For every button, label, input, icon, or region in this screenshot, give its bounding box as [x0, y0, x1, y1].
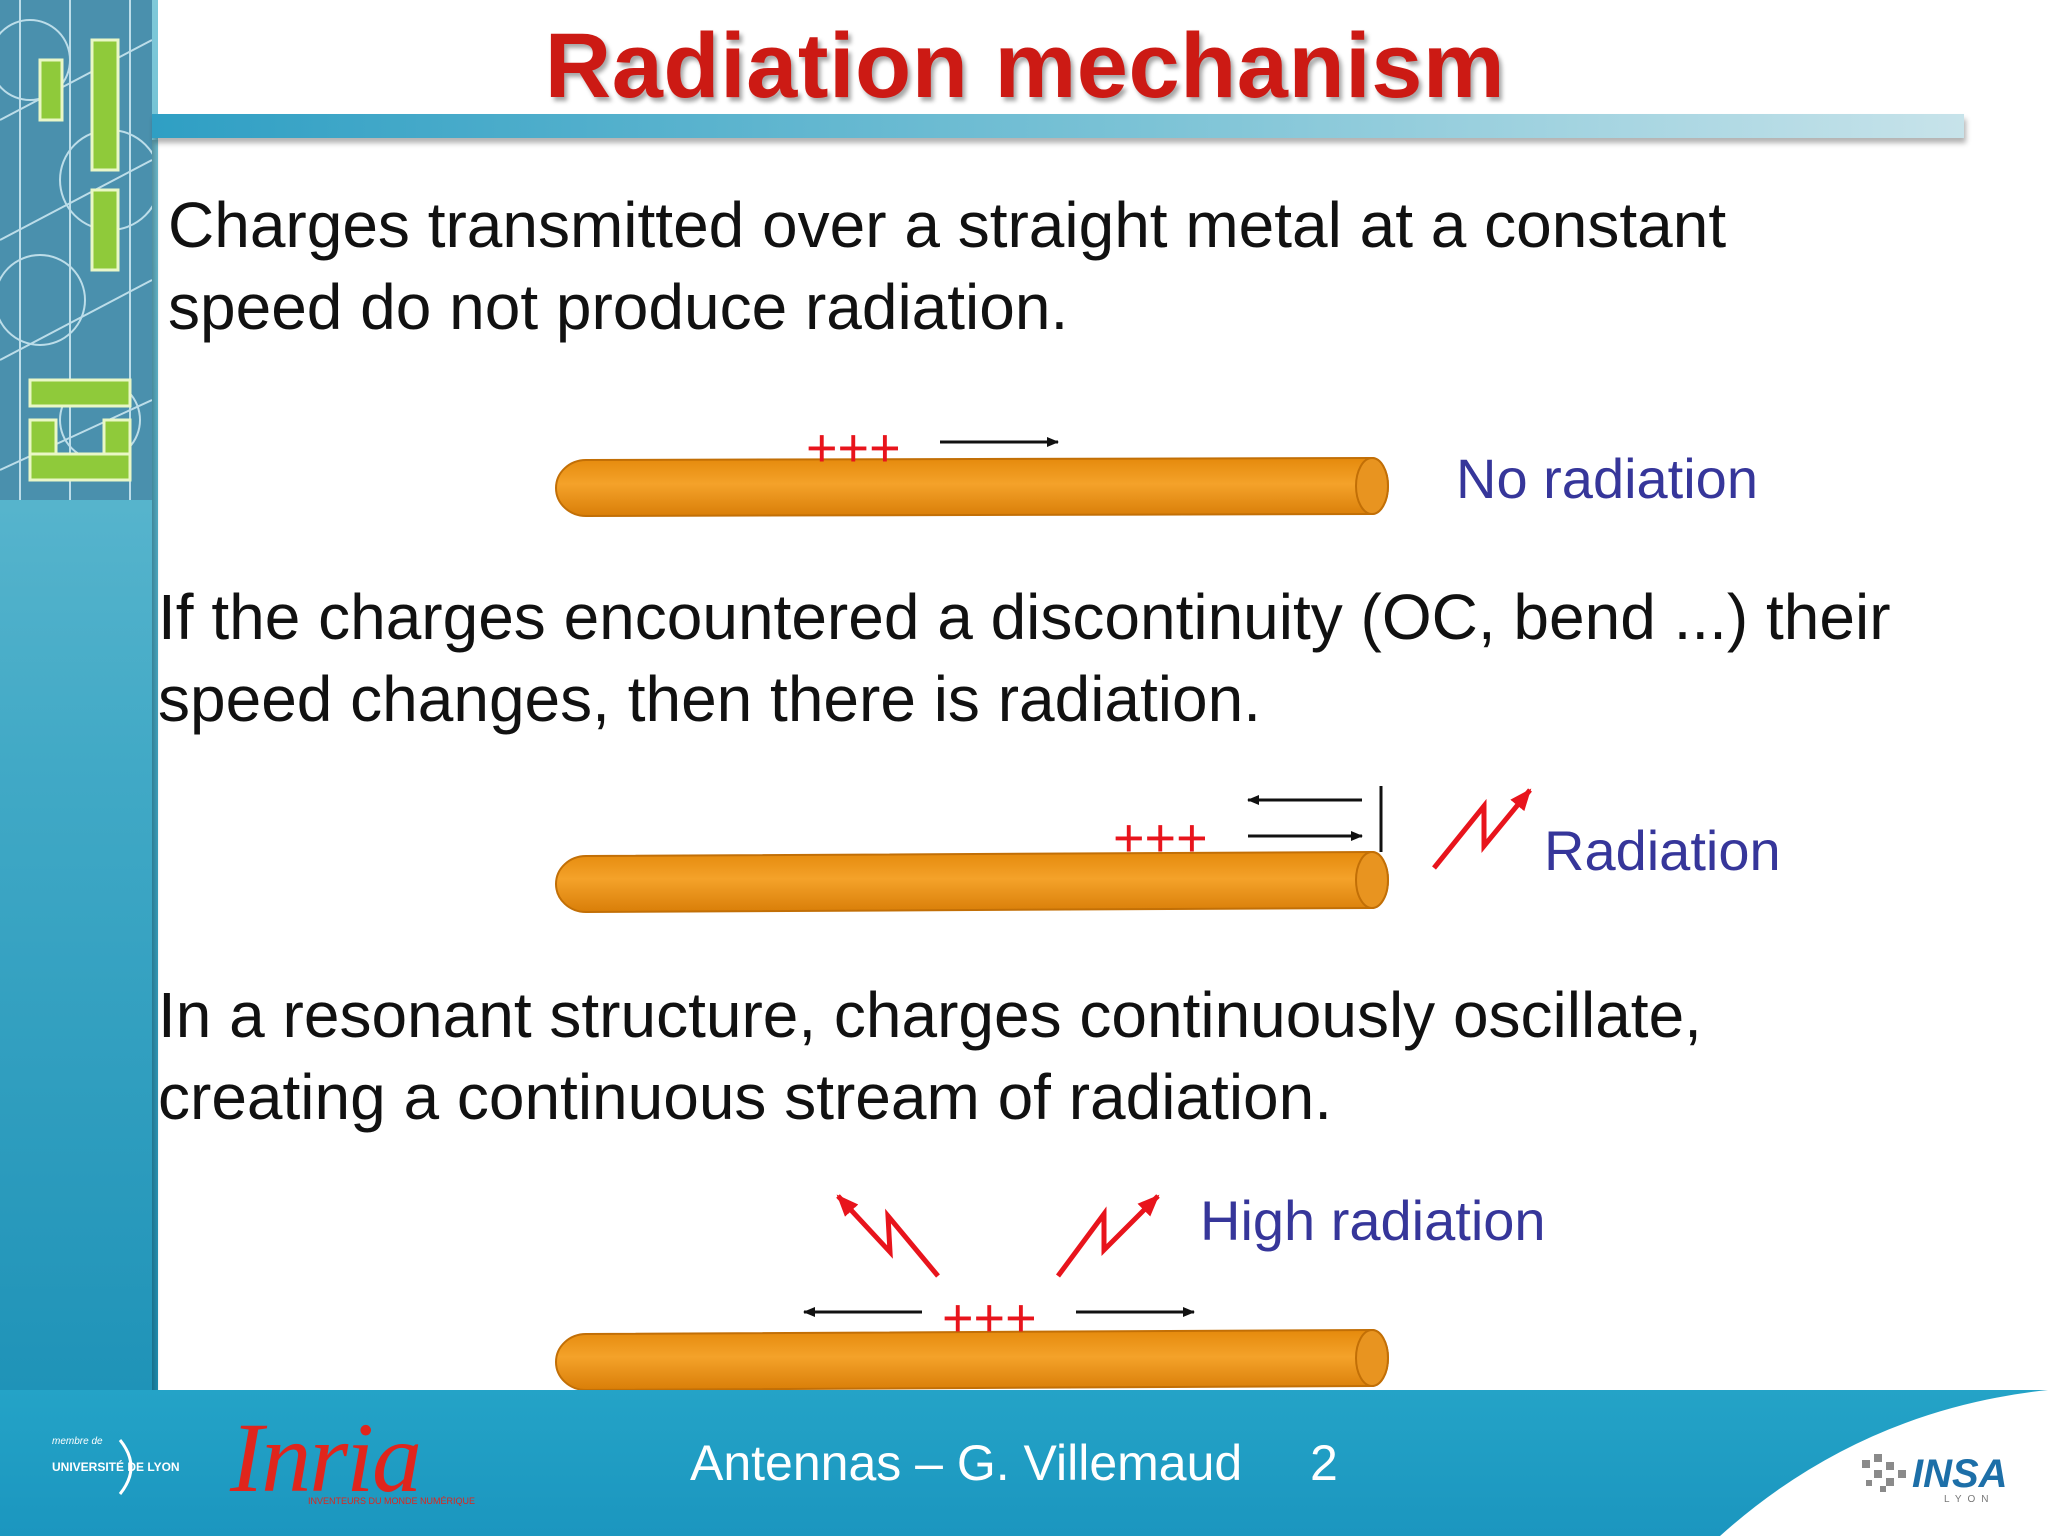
wire-resonant: [555, 1328, 1389, 1392]
insa-logo-sub: LYON: [1944, 1494, 1995, 1505]
label-radiation: Radiation: [1544, 819, 1781, 882]
page-number: 2: [1310, 1435, 1338, 1491]
insa-logo-dots: [1862, 1454, 1906, 1492]
radiation-zigzag-arrow: [1432, 788, 1532, 870]
paragraph-1-line-2: speed do not produce radiation.: [168, 271, 1069, 343]
paragraph-2-line-2: speed changes, then there is radiation.: [158, 663, 1261, 735]
footer-bar: [0, 1390, 2048, 1536]
radiation-zigzag-arrow-left: [836, 1194, 940, 1278]
univ-member-text: membre de: [52, 1436, 103, 1447]
radiation-zigzag-arrow-right: [1055, 1194, 1160, 1278]
insa-logo-word: INSA: [1912, 1452, 2008, 1496]
citi-logo: [0, 0, 152, 500]
charges-symbol-3: +++: [942, 1288, 1037, 1348]
paragraph-3-line-2: creating a continuous stream of radiatio…: [158, 1061, 1332, 1133]
label-no-radiation: No radiation: [1456, 447, 1758, 510]
paragraph-3-line-1: In a resonant structure, charges continu…: [158, 979, 1702, 1051]
wire-discontinuity: [555, 850, 1389, 914]
title-underline-bar: [152, 114, 1964, 138]
left-strip-shadow: [152, 140, 160, 1390]
paragraph-2-line-1: If the charges encountered a discontinui…: [158, 581, 1891, 653]
wire-straight: [555, 456, 1389, 518]
charges-symbol-2: +++: [1113, 808, 1208, 868]
label-high-radiation: High radiation: [1200, 1189, 1546, 1252]
slide-title: Radiation mechanism: [544, 15, 1506, 117]
univ-name-text: UNIVERSITÉ DE LYON: [52, 1460, 180, 1474]
inria-logo-word: Inria: [230, 1402, 422, 1513]
footer-author: Antennas – G. Villemaud: [690, 1435, 1243, 1491]
inria-tagline: INVENTEURS DU MONDE NUMÉRIQUE: [308, 1496, 476, 1506]
paragraph-1-line-1: Charges transmitted over a straight meta…: [168, 189, 1727, 261]
charges-symbol-1: +++: [806, 418, 901, 478]
footer-white-corner: [1720, 1390, 2048, 1536]
universite-de-lyon-logo: [118, 1439, 133, 1495]
